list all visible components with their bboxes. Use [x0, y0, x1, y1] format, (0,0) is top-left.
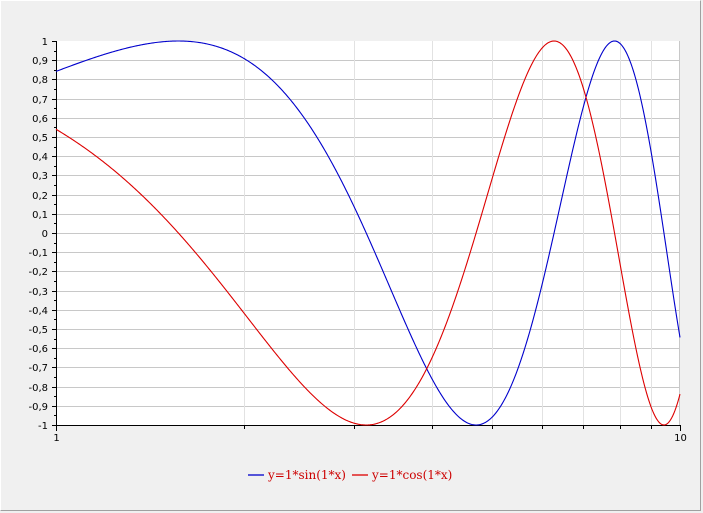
x-tick-label: 1 [53, 433, 59, 444]
y-tick-label: 0,3 [32, 171, 48, 182]
y-tick-label: 0,1 [32, 210, 48, 221]
x-tick-label: 10 [674, 433, 687, 444]
y-tick-label: 1 [42, 37, 48, 48]
series-line-cos [55, 40, 681, 426]
y-tick-label: -0,6 [28, 344, 48, 355]
y-tick-label: 0,9 [32, 56, 48, 67]
y-tick-label: -0,1 [28, 248, 48, 259]
y-tick-label: 0,6 [32, 114, 48, 125]
legend: y=1*sin(1*x) y=1*cos(1*x) [248, 468, 452, 482]
series-layer [55, 40, 681, 426]
y-tick-label: 0,8 [32, 75, 48, 86]
grid-lines [56, 41, 680, 425]
series-line-sin [55, 40, 681, 426]
y-tick-label: 0 [42, 229, 48, 240]
x-axis-ticks: 1 10 [53, 425, 687, 444]
legend-label-sin: y=1*sin(1*x) [267, 468, 346, 482]
legend-label-cos: y=1*cos(1*x) [371, 468, 452, 482]
y-tick-label: -0,2 [28, 267, 48, 278]
y-tick-label: 0,5 [32, 133, 48, 144]
y-tick-label: 0,7 [32, 95, 48, 106]
y-tick-label: 0,4 [32, 152, 48, 163]
y-tick-label: -0,3 [28, 287, 48, 298]
y-tick-label: 0,2 [32, 191, 48, 202]
y-tick-label: -0,5 [28, 325, 48, 336]
y-tick-label: -1 [38, 421, 48, 432]
y-tick-label: -0,7 [28, 363, 48, 374]
y-tick-label: -0,4 [28, 306, 48, 317]
y-tick-label: -0,8 [28, 383, 48, 394]
y-tick-label: -0,9 [28, 402, 48, 413]
y-axis-ticks: 1 0,9 0,8 0,7 0,6 0,5 0,4 0,3 0,2 0,1 0 -0,1 -0,2 -0,… [28, 37, 56, 432]
